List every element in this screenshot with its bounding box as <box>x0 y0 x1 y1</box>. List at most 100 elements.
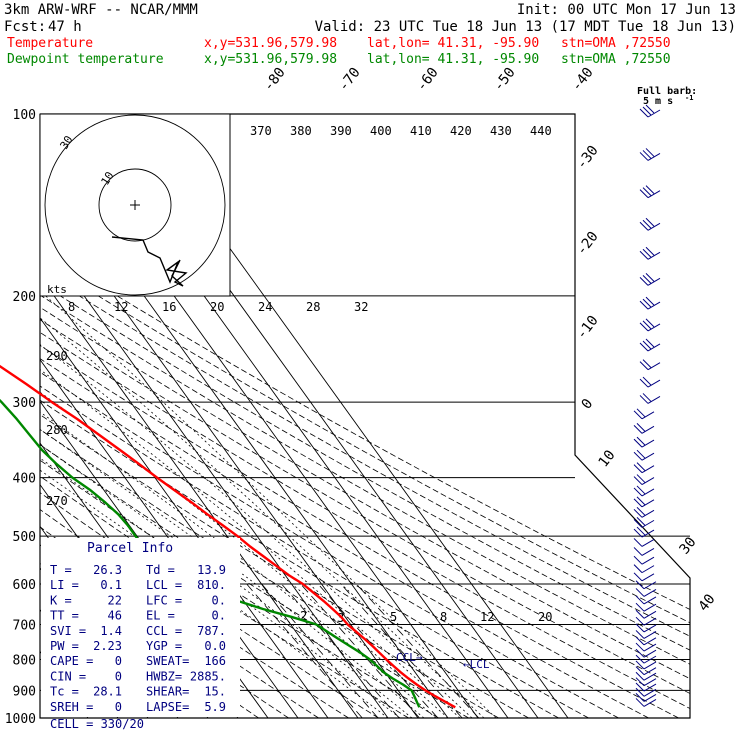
moist-adiabat <box>40 295 473 718</box>
dry-adiabat <box>40 114 619 718</box>
parcel-info-label: SHEAR= <box>146 685 189 699</box>
dewpoint-latlon: lat,lon= 41.31, -95.90 <box>367 52 539 67</box>
parcel-info-value: 166 <box>204 654 226 668</box>
isotherm-tick-label: 40 <box>696 591 719 614</box>
wind-barb-flag <box>635 642 645 652</box>
wind-barb-staff <box>641 411 655 420</box>
mixing-ratio-tick-label: 20 <box>538 610 552 624</box>
parcel-info-label: SREH = <box>50 700 93 714</box>
wind-barb-flag <box>639 221 649 231</box>
parcel-info-label: CIN = <box>50 669 86 683</box>
wind-barb-flag <box>635 595 645 605</box>
parcel-info-label: YGP = <box>146 639 182 653</box>
wind-barb-flag <box>633 508 643 518</box>
dewpoint-xy: x,y=531.96,579.98 <box>204 52 337 67</box>
parcel-info-value: 0 <box>115 654 122 668</box>
theta-tick-label: 380 <box>290 124 312 138</box>
parcel-info-label: CAPE = <box>50 654 93 668</box>
wind-barb-flag <box>633 438 643 448</box>
wind-barb-flag <box>635 648 645 658</box>
parcel-info-label: EL = <box>146 609 175 623</box>
wind-barb-staff <box>641 556 655 565</box>
dewpoint-line <box>0 398 421 708</box>
dry-adiabat <box>40 114 690 718</box>
dry-adiabat <box>40 114 690 718</box>
wind-barb-staff <box>641 477 655 485</box>
mixing-ratio-line <box>281 583 400 718</box>
theta-tick-label: 440 <box>530 124 552 138</box>
wind-barb-flag <box>639 342 649 352</box>
wind-barb-flag <box>633 572 643 582</box>
wind-legend-exponent: -1 <box>685 94 693 102</box>
level-annotation-ccl: CCL→ <box>396 651 423 664</box>
wind-barb-flag <box>645 148 655 157</box>
chart-series <box>0 364 456 709</box>
theta-tick-label: 290 <box>46 349 68 363</box>
speed-tick-label: 24 <box>258 300 272 314</box>
wind-barb-flag <box>645 246 655 256</box>
parcel-info-label: LCL = <box>146 578 182 592</box>
speed-tick-label: 16 <box>162 300 176 314</box>
wind-barb-flag <box>642 106 652 116</box>
dry-adiabat <box>40 114 649 718</box>
theta-tick-label: 280 <box>46 423 68 437</box>
wind-barb-flag <box>635 588 645 597</box>
init-time: Init: 00 UTC Mon 17 Jun 13 <box>517 2 736 18</box>
wind-barb-staff <box>647 395 661 404</box>
wind-legend-title: Full barb: <box>637 86 697 97</box>
parcel-info-value: 0 <box>115 700 122 714</box>
wind-barb-flag <box>635 666 645 675</box>
wind-legend-value: 5 m s <box>643 96 673 107</box>
isotherm-tick-label: -40 <box>569 65 597 95</box>
wind-barb-staff <box>641 488 655 497</box>
wind-barb-staff <box>647 251 661 260</box>
wind-barb-flag <box>645 104 655 114</box>
wind-barb-staff <box>647 109 661 118</box>
wind-barb-flag <box>639 152 649 161</box>
wind-barb-flag <box>645 296 655 306</box>
wind-barb-staff <box>647 222 661 231</box>
parcel-info-value: 0.1 <box>100 578 122 592</box>
isotherm-tick-label: 0 <box>579 396 597 412</box>
parcel-info-title: Parcel Info <box>87 541 173 556</box>
wind-barb-flag <box>633 528 643 538</box>
parcel-info-background <box>41 538 240 717</box>
temperature-line <box>0 364 456 709</box>
wind-barb-staff <box>643 693 657 702</box>
speed-tick-label: 20 <box>210 300 224 314</box>
plot-frame <box>39 113 691 719</box>
parcel-info-label: K = <box>50 593 72 607</box>
wind-barb-flag <box>635 654 645 664</box>
speed-tick-label: 8 <box>68 300 75 314</box>
parcel-info-value: 26.3 <box>93 563 122 577</box>
wind-barb-flag <box>639 189 649 199</box>
wind-barb-flag <box>636 485 646 495</box>
wind-barb-staff <box>643 596 657 605</box>
dry-adiabat <box>40 114 529 718</box>
wind-barb-flag <box>636 474 646 483</box>
hodograph: 10 30 kts <box>39 113 231 297</box>
wind-barb-staff <box>643 643 657 652</box>
wind-barb-staff <box>643 589 657 597</box>
hodograph-ring-outer <box>44 114 226 296</box>
wind-barb-flag <box>645 338 655 348</box>
wind-barb-staff <box>641 465 655 474</box>
wind-barb-staff <box>643 661 657 670</box>
wind-barb-flag <box>645 217 655 227</box>
pressure-tick-label: 200 <box>13 290 36 305</box>
wind-barb-flag <box>642 298 652 308</box>
wind-barb-flag <box>639 322 649 332</box>
theta-tick-label: 400 <box>370 124 392 138</box>
wind-barb-staff <box>641 529 655 538</box>
parcel-info-label: SWEAT= <box>146 654 189 668</box>
parcel-info-value: 0. <box>212 609 226 623</box>
wind-barb-staff <box>643 581 657 590</box>
level-annotation-lcl: ←LCL <box>463 658 490 671</box>
mixing-ratio-tick-label: 2 <box>300 609 307 623</box>
wind-barb-flag <box>633 410 643 420</box>
parcel-info-label: Td = <box>146 563 175 577</box>
wind-barb-staff <box>641 538 655 547</box>
temperature-latlon: lat,lon= 41.31, -95.90 <box>367 36 539 51</box>
